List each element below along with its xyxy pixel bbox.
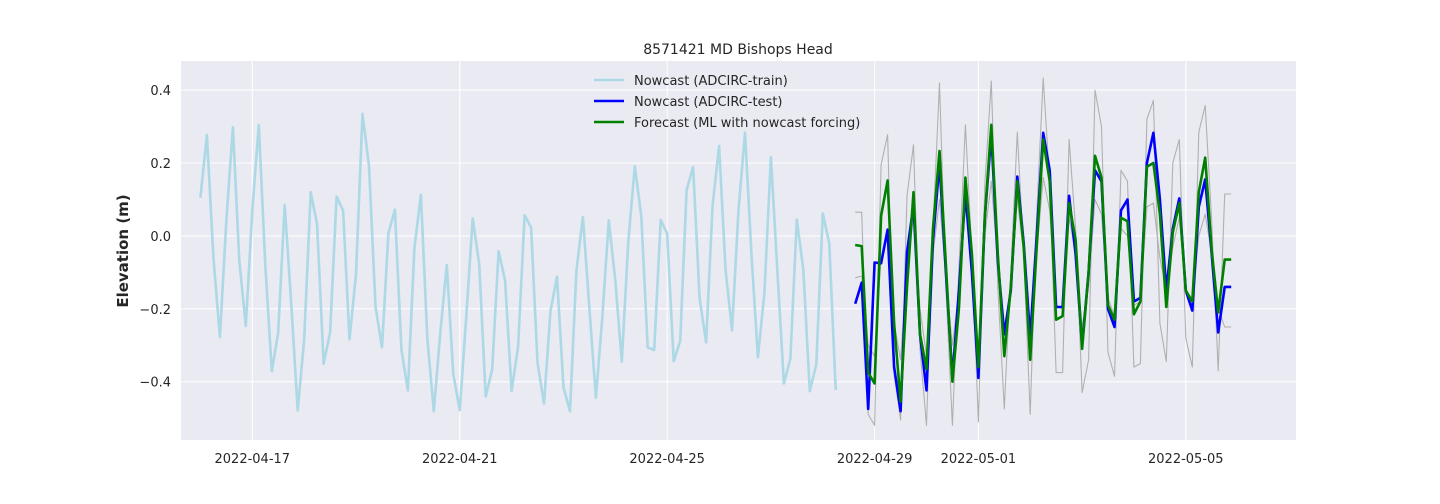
y-tick-label: −0.4 bbox=[139, 376, 171, 391]
x-tick-label: 2022-05-05 bbox=[1148, 452, 1224, 467]
x-tick-label: 2022-04-29 bbox=[837, 452, 913, 467]
x-tick-label: 2022-05-01 bbox=[941, 452, 1017, 467]
chart-title: 8571421 MD Bishops Head bbox=[643, 42, 833, 58]
legend-label: Forecast (ML with nowcast forcing) bbox=[634, 116, 860, 131]
y-tick-label: 0.2 bbox=[150, 157, 171, 172]
legend-label: Nowcast (ADCIRC-train) bbox=[634, 74, 788, 89]
tick-labels: 2022-04-17 2022-04-21 2022-04-25 2022-04-29… bbox=[139, 84, 1223, 467]
legend-label: Nowcast (ADCIRC-test) bbox=[634, 95, 783, 110]
x-tick-label: 2022-04-21 bbox=[422, 452, 498, 467]
x-tick-label: 2022-04-17 bbox=[215, 452, 291, 467]
plot-background bbox=[181, 61, 1296, 440]
y-tick-label: −0.2 bbox=[139, 303, 171, 318]
x-tick-label: 2022-04-25 bbox=[629, 452, 705, 467]
series-layer bbox=[199, 77, 1232, 426]
legend: Nowcast (ADCIRC-train) Nowcast (ADCIRC-te… bbox=[594, 74, 860, 131]
series-line-2 bbox=[854, 123, 1232, 404]
y-tick-label: 0.4 bbox=[150, 84, 171, 99]
y-tick-label: 0.0 bbox=[150, 230, 171, 245]
y-axis-label: Elevation (m) bbox=[114, 194, 132, 307]
series-line-0 bbox=[199, 112, 837, 413]
